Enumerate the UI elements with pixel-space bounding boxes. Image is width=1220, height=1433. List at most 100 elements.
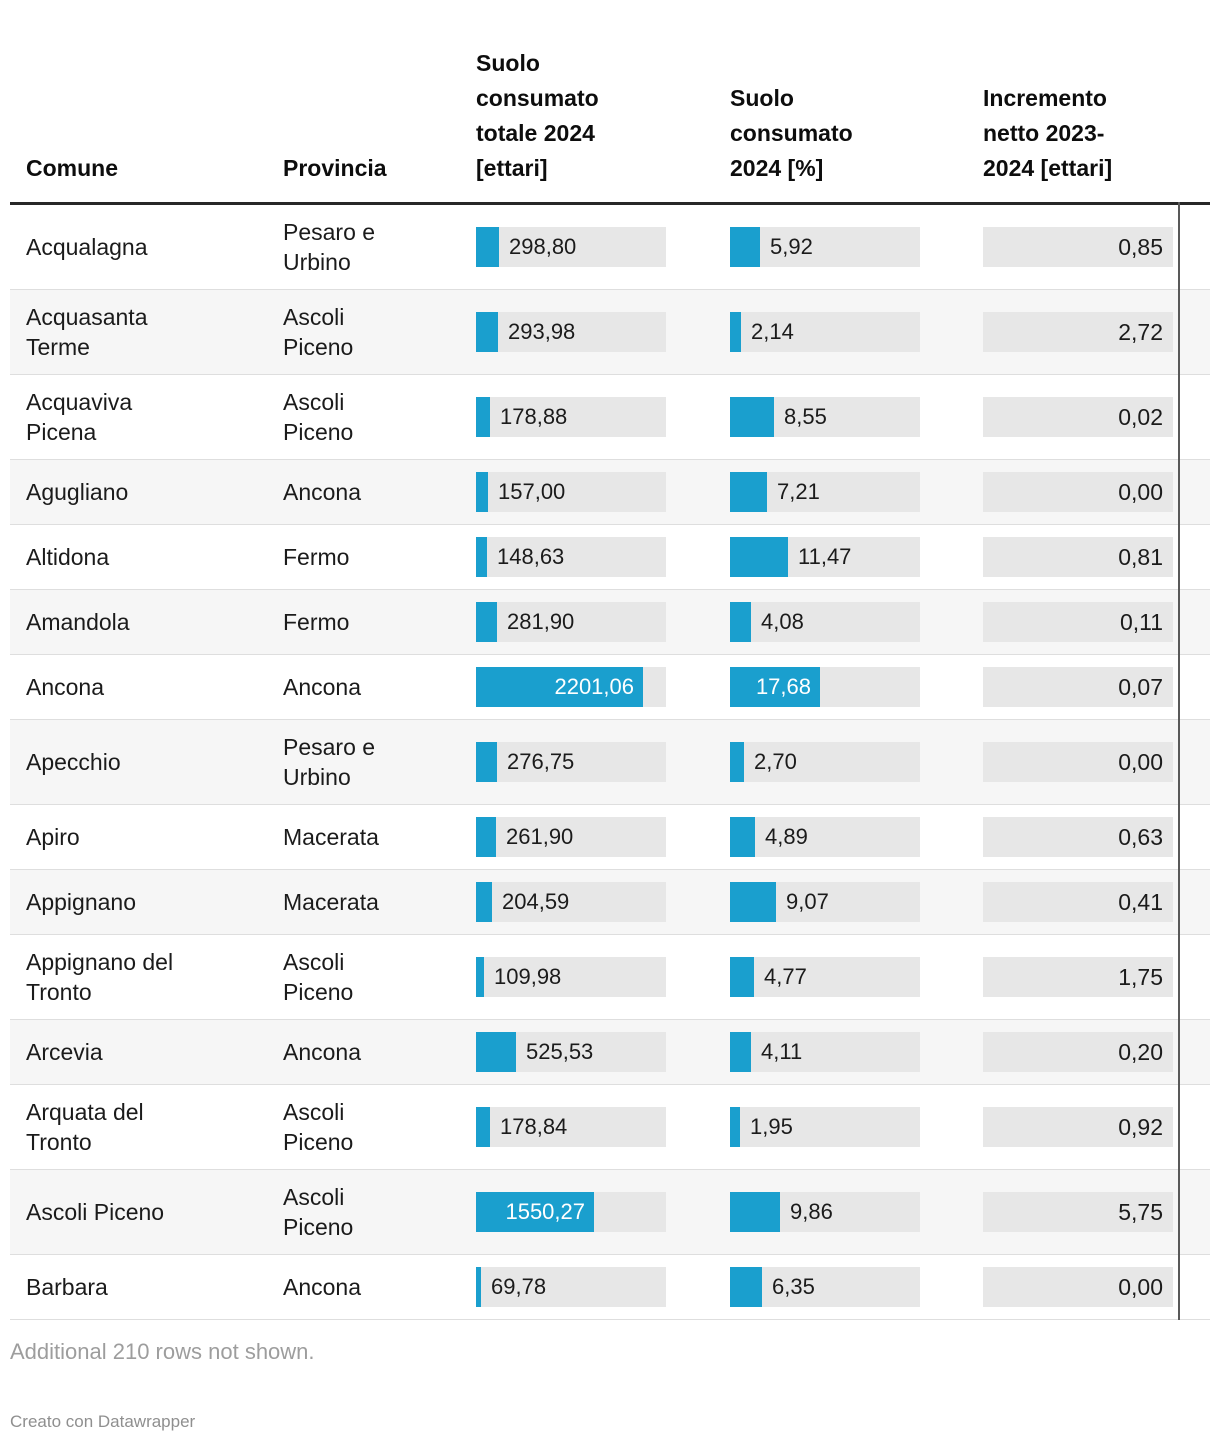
incremento-value: 0,63 [983,817,1173,857]
column-header-label: Suolo consumato totale 2024 [ettari] [476,50,599,181]
bar-track: 109,98 [476,957,666,997]
provincia-label: Ancona [283,1039,362,1065]
incremento-value: 0,41 [983,882,1173,922]
bar-fill [730,537,788,577]
cell-suolo-totale: 261,90 [476,817,730,857]
comune-label: Appignano [26,889,136,915]
bar-value-label: 2,14 [751,319,794,344]
bar-value-label: 525,53 [526,1039,594,1064]
cell-suolo-pct: 8,55 [730,397,983,437]
column-header-label: Incremento netto 2023-2024 [ettari] [983,85,1113,181]
cell-comune: Appignano del Tronto [10,947,283,1007]
bar-track: 6,35 [730,1267,920,1307]
cell-provincia: Pesaro e Urbino [283,732,476,792]
cell-suolo-pct: 4,08 [730,602,983,642]
bar-fill [476,667,643,707]
table-row: Arquata del Tronto Ascoli Piceno 178,84 … [10,1085,1210,1170]
column-header-incremento: Incremento netto 2023-2024 [ettari] [983,81,1173,202]
cell-comune: Barbara [10,1272,283,1302]
bar-fill [730,957,754,997]
cell-provincia: Ascoli Piceno [283,1097,476,1157]
bar-track: 1550,27 [476,1192,666,1232]
bar-fill [730,397,774,437]
cell-comune: Ascoli Piceno [10,1197,283,1227]
cell-suolo-pct: 9,86 [730,1192,983,1232]
cell-suolo-totale: 148,63 [476,537,730,577]
bar-value-label: 5,92 [770,234,813,259]
bar-track: 276,75 [476,742,666,782]
comune-label: Arcevia [26,1039,103,1065]
bar-value-label: 293,98 [508,319,576,344]
cell-comune: Arcevia [10,1037,283,1067]
bar-value-label: 1550,27 [505,1199,585,1224]
incremento-value: 0,02 [983,397,1173,437]
bar-value-label: 2201,06 [554,674,634,699]
bar-fill [476,742,497,782]
bar-value-label: 4,89 [765,824,808,849]
provincia-label: Ascoli Piceno [283,304,354,360]
cell-suolo-totale: 69,78 [476,1267,730,1307]
cell-suolo-pct: 11,47 [730,537,983,577]
cell-suolo-totale: 157,00 [476,472,730,512]
bar-fill [476,312,498,352]
column-header-provincia: Provincia [283,151,476,202]
cell-suolo-totale: 204,59 [476,882,730,922]
bar-value-label: 157,00 [498,479,566,504]
bar-track: 525,53 [476,1032,666,1072]
comune-label: Apecchio [26,749,121,775]
cell-incremento: 0,92 [983,1107,1173,1147]
cell-incremento: 0,07 [983,667,1173,707]
cell-comune: Acqualagna [10,232,283,262]
table-row: Ascoli Piceno Ascoli Piceno 1550,27 9,86… [10,1170,1210,1255]
provincia-label: Ascoli Piceno [283,389,354,445]
bar-fill [730,312,741,352]
table-row: Acquasanta Terme Ascoli Piceno 293,98 2,… [10,290,1210,375]
datawrapper-attribution[interactable]: Creato con Datawrapper [10,1412,196,1431]
provincia-label: Ancona [283,479,362,505]
cell-provincia: Ancona [283,1037,476,1067]
comune-label: Ancona [26,674,105,700]
provincia-label: Pesaro e Urbino [283,734,376,790]
cell-suolo-pct: 1,95 [730,1107,983,1147]
table-row: Barbara Ancona 69,78 6,35 0,00 [10,1255,1210,1320]
comune-label: Acquasanta Terme [26,304,148,360]
bar-fill [730,667,820,707]
cell-provincia: Ascoli Piceno [283,387,476,447]
cell-comune: Apecchio [10,747,283,777]
column-header-label: Provincia [283,155,387,181]
bar-track: 281,90 [476,602,666,642]
provincia-label: Macerata [283,889,379,915]
bar-fill [476,537,487,577]
cell-incremento: 1,75 [983,957,1173,997]
bar-value-label: 8,55 [784,404,827,429]
incremento-value: 5,75 [983,1192,1173,1232]
cell-comune: Agugliano [10,477,283,507]
cell-comune: Acquaviva Picena [10,387,283,447]
cell-incremento: 5,75 [983,1192,1173,1232]
comune-label: Agugliano [26,479,129,505]
cell-comune: Apiro [10,822,283,852]
table-row: Ancona Ancona 2201,06 17,68 0,07 [10,655,1210,720]
table-row: Acquaviva Picena Ascoli Piceno 178,88 8,… [10,375,1210,460]
bar-value-label: 4,08 [761,609,804,634]
cell-provincia: Macerata [283,822,476,852]
cell-suolo-pct: 17,68 [730,667,983,707]
bar-value-label: 281,90 [507,609,575,634]
table-row: Apecchio Pesaro e Urbino 276,75 2,70 0,0… [10,720,1210,805]
bar-fill [476,957,484,997]
bar-fill [730,602,751,642]
table-row: Apiro Macerata 261,90 4,89 0,63 [10,805,1210,870]
bar-track: 17,68 [730,667,920,707]
cell-incremento: 0,00 [983,472,1173,512]
table-row: Arcevia Ancona 525,53 4,11 0,20 [10,1020,1210,1085]
bar-track: 4,77 [730,957,920,997]
cell-suolo-pct: 5,92 [730,227,983,267]
cell-incremento: 0,41 [983,882,1173,922]
cell-provincia: Ancona [283,672,476,702]
cell-comune: Appignano [10,887,283,917]
bar-value-label: 1,95 [750,1114,793,1139]
cell-incremento: 0,81 [983,537,1173,577]
bar-track: 261,90 [476,817,666,857]
column-header-label: Comune [26,155,118,181]
cell-suolo-totale: 525,53 [476,1032,730,1072]
